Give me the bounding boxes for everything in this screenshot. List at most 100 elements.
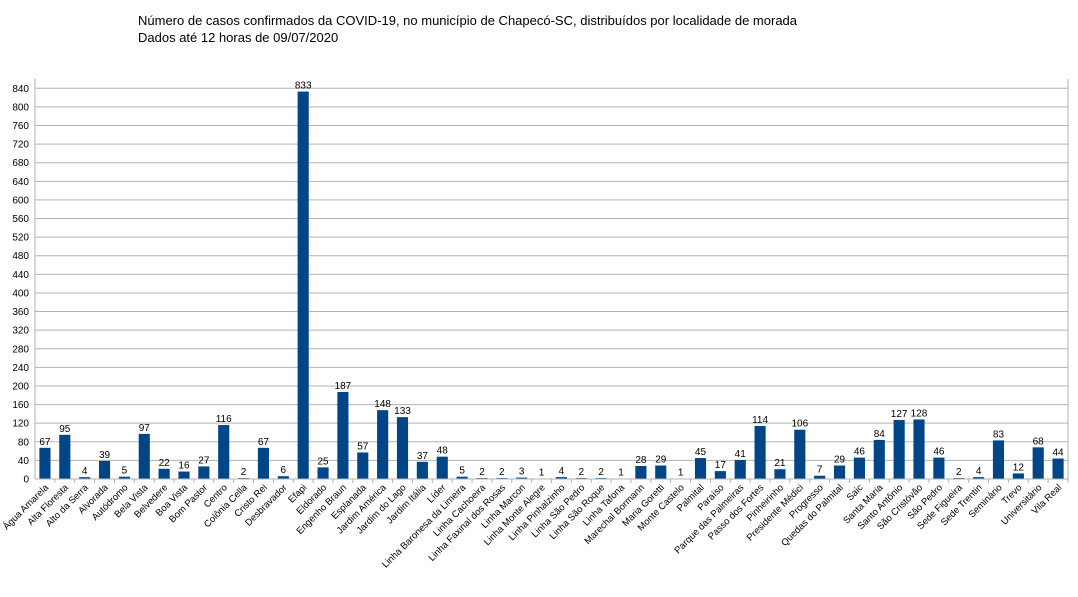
data-label: 127 [891,409,908,420]
data-label: 16 [178,461,190,472]
data-label: 28 [635,455,647,466]
data-label: 1 [678,468,684,479]
bar [555,477,567,479]
data-label: 29 [655,455,667,466]
y-tick-label: 200 [12,381,29,392]
data-label: 67 [258,437,270,448]
y-tick-label: 240 [12,363,29,374]
data-label: 46 [854,447,866,458]
data-label: 4 [82,466,88,477]
bar [396,417,409,479]
data-label: 7 [817,465,823,476]
bar [933,457,945,479]
bar [873,439,885,479]
y-tick-label: 400 [12,288,29,299]
y-tick-label: 520 [12,233,29,244]
data-label: 83 [993,429,1005,440]
bar [79,477,91,479]
data-label: 5 [459,466,465,477]
data-label: 25 [317,456,329,467]
data-label: 22 [159,458,171,469]
y-tick-label: 0 [23,475,29,486]
chart-title: Número de casos confirmados da COVID-19,… [138,13,798,28]
y-axis: 0 40 80 120 160 200 240 280 320 360 400 440 480 520 56… [12,84,29,486]
data-label: 6 [281,465,287,476]
data-label: 114 [752,415,768,426]
data-label: 97 [139,423,151,434]
bar [297,91,309,479]
data-label: 2 [499,467,505,478]
bar [913,419,925,479]
data-label: 95 [59,424,71,435]
data-label: 2 [479,467,485,478]
bar [655,465,667,479]
bar [138,433,150,479]
bar [992,440,1005,479]
data-label: 21 [774,458,786,469]
y-tick-label: 440 [12,270,29,281]
data-label: 4 [976,466,982,477]
y-tick-label: 480 [12,251,29,262]
y-tick-label: 280 [12,344,29,355]
bar [337,392,349,479]
data-label: 106 [791,419,808,430]
data-label: 57 [357,441,369,452]
y-tick-label: 80 [18,437,30,448]
data-label: 148 [374,399,391,410]
bar [377,410,389,479]
bar [198,466,210,479]
data-label: 128 [911,408,928,419]
bar [516,477,528,479]
bar [416,461,428,479]
bars [39,91,1064,479]
bar [1012,473,1024,479]
bar [178,471,190,479]
bar [714,471,726,479]
data-label: 833 [295,81,312,92]
bar [734,459,746,479]
data-label: 187 [335,381,352,392]
y-tick-label: 360 [12,307,29,318]
data-label: 48 [437,446,449,457]
data-label: 68 [1033,436,1045,447]
bar [833,465,846,479]
y-tick-label: 640 [12,177,29,188]
bar [893,419,905,479]
bar [794,429,806,479]
data-label: 39 [99,450,111,461]
data-label: 27 [198,455,210,466]
y-tick-label: 160 [12,400,29,411]
data-label: 67 [39,437,51,448]
bar [39,447,51,479]
data-label: 46 [933,447,945,458]
data-label: 12 [1013,462,1025,473]
data-label: 44 [1053,448,1065,459]
y-tick-label: 560 [12,214,29,225]
data-label: 1 [539,468,545,479]
bar [1052,458,1064,479]
data-label: 3 [519,467,525,478]
bar [118,476,130,479]
bar [456,476,468,479]
chart-title-block: Número de casos confirmados da COVID-19,… [138,12,797,46]
data-label: 29 [834,455,846,466]
bar [59,434,71,479]
bar [774,469,786,479]
y-tick-label: 120 [12,419,29,430]
data-label: 2 [956,467,962,478]
bar [973,477,985,479]
data-label: 45 [695,447,707,458]
chart-subtitle: Dados até 12 horas de 09/07/2020 [138,30,339,45]
bar [218,425,230,479]
bar [1032,447,1044,479]
data-label: 84 [874,429,886,440]
bar [814,475,826,479]
data-label: 1 [618,468,624,479]
data-label: 37 [417,451,429,462]
data-label: 4 [559,466,565,477]
data-label: 133 [394,406,411,417]
bar [257,447,270,479]
